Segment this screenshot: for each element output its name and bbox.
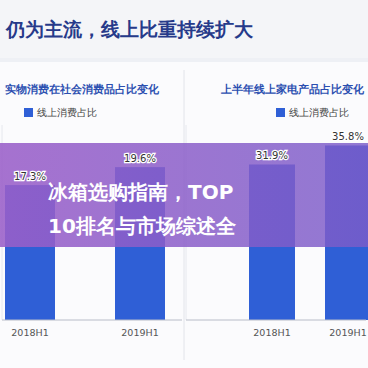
data-label: 17.3% bbox=[14, 171, 46, 182]
legend-swatch bbox=[276, 108, 285, 117]
banner-bg bbox=[0, 143, 368, 247]
data-label: 31.9% bbox=[256, 150, 288, 161]
data-label: 35.8% bbox=[332, 131, 364, 142]
baseline bbox=[2, 320, 182, 321]
banner: 冰箱选购指南，TOP 10排名与市场综述全 bbox=[0, 143, 368, 247]
banner-text: 冰箱选购指南，TOP bbox=[48, 180, 233, 204]
x-tick-label: 2018H1 bbox=[253, 327, 290, 338]
header-title: 仍为主流，线上比重持续扩大 bbox=[5, 18, 254, 40]
header-bg bbox=[0, 0, 368, 58]
data-labels: 17.3% 19.6% 31.9% 35.8% bbox=[14, 131, 364, 182]
baseline bbox=[186, 320, 366, 321]
x-tick-label: 2019H1 bbox=[121, 327, 158, 338]
legend-label: 线上消费占比 bbox=[289, 107, 349, 118]
legend-swatch bbox=[24, 108, 33, 117]
page-root: 仍为主流，线上比重持续扩大实物消费在社会消费品占比变化线上消费占比 2018H1 2… bbox=[0, 0, 368, 368]
x-tick-label: 2019H1 bbox=[329, 327, 366, 338]
chart-title: 实物消费在社会消费品占比变化 bbox=[5, 83, 160, 95]
banner-text: 10排名与市场综述全 bbox=[48, 214, 237, 238]
chart-bg bbox=[0, 62, 368, 368]
legend-label: 线上消费占比 bbox=[37, 107, 97, 118]
canvas: 仍为主流，线上比重持续扩大实物消费在社会消费品占比变化线上消费占比 2018H1 2… bbox=[0, 0, 368, 368]
data-label: 19.6% bbox=[124, 153, 156, 164]
chart-title: 上半年线上家电产品占比变化 bbox=[220, 83, 365, 95]
x-tick-label: 2018H1 bbox=[11, 327, 48, 338]
